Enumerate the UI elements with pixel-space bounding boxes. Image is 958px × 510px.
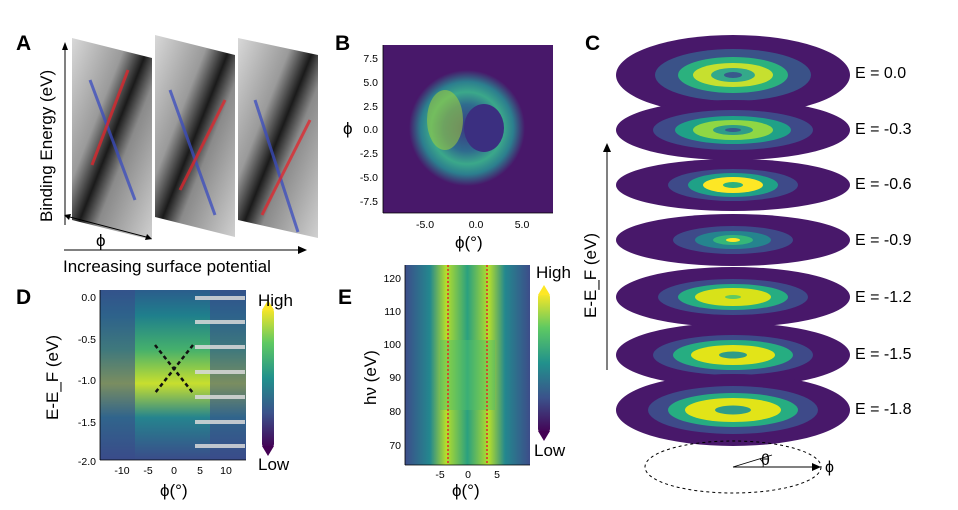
panel-b-x-ticks: -5.0 0.0 5.0 bbox=[416, 219, 529, 231]
svg-text:-0.5: -0.5 bbox=[78, 334, 96, 346]
disk-e-1.5 bbox=[616, 323, 850, 387]
arrow-right-icon bbox=[812, 463, 821, 471]
panel-label-b: B bbox=[335, 32, 350, 55]
panel-c-disks bbox=[616, 35, 850, 446]
svg-text:0: 0 bbox=[171, 465, 177, 477]
theta-label: θ bbox=[761, 452, 770, 469]
panel-d-colorbar bbox=[262, 308, 274, 448]
panel-label-c: C bbox=[585, 32, 600, 55]
panel-b-y-ticks: 7.5 5.0 2.5 0.0 -2.5 -5.0 -7.5 bbox=[360, 53, 378, 208]
panel-d-bars bbox=[195, 296, 245, 448]
svg-text:2.5: 2.5 bbox=[363, 101, 378, 113]
phi-bracket bbox=[65, 215, 151, 239]
energy-label: E = -0.6 bbox=[855, 176, 912, 193]
panel-c-y-label: E-E_F (eV) bbox=[581, 233, 600, 318]
energy-label: E = -0.9 bbox=[855, 232, 912, 249]
panel-e-colorbar bbox=[538, 293, 550, 433]
energy-label: E = -1.5 bbox=[855, 346, 912, 363]
panel-e-cbar-high: High bbox=[536, 263, 571, 282]
svg-text:-2.0: -2.0 bbox=[78, 456, 96, 468]
arrow-head-icon bbox=[62, 42, 68, 50]
svg-text:80: 80 bbox=[389, 406, 401, 418]
panel-a-y-label: Binding Energy (eV) bbox=[37, 70, 56, 222]
svg-text:-10: -10 bbox=[114, 465, 129, 477]
svg-text:5.0: 5.0 bbox=[363, 77, 378, 89]
panel-d-x-label: ϕ(°) bbox=[160, 481, 188, 500]
disk-e-0.3 bbox=[616, 100, 850, 160]
panel-d-cbar-low: Low bbox=[258, 455, 290, 474]
svg-text:90: 90 bbox=[389, 372, 401, 384]
svg-text:0.0: 0.0 bbox=[469, 219, 484, 231]
energy-label: E = -1.8 bbox=[855, 401, 912, 418]
panel-a-phi-label: ϕ bbox=[96, 231, 106, 250]
svg-text:110: 110 bbox=[384, 306, 401, 318]
disk-e-0 bbox=[616, 35, 850, 115]
disk-e-1.8 bbox=[616, 374, 850, 446]
panel-label-d: D bbox=[16, 286, 31, 309]
energy-label: E = -1.2 bbox=[855, 289, 912, 306]
arrow-right-icon bbox=[298, 246, 307, 254]
panel-b-y-label: ϕ bbox=[343, 119, 353, 138]
svg-text:-5: -5 bbox=[143, 465, 152, 477]
panel-a-arrow-label: Increasing surface potential bbox=[63, 257, 271, 276]
svg-text:-5.0: -5.0 bbox=[416, 219, 434, 231]
panel-d-y-ticks: 0.0 -0.5 -1.0 -1.5 -2.0 bbox=[78, 292, 96, 468]
energy-label: E = -0.3 bbox=[855, 121, 912, 138]
svg-text:-2.5: -2.5 bbox=[360, 148, 378, 160]
panel-b-x-label: ϕ(°) bbox=[455, 233, 483, 252]
panel-c-energy-labels: E = 0.0 E = -0.3 E = -0.6 E = -0.9 E = -… bbox=[855, 65, 912, 418]
svg-text:0.0: 0.0 bbox=[363, 124, 378, 136]
svg-text:10: 10 bbox=[220, 465, 232, 477]
svg-text:-5: -5 bbox=[435, 469, 444, 481]
panel-label-a: A bbox=[16, 32, 31, 55]
panel-e-x-label: ϕ(°) bbox=[452, 481, 480, 500]
disk-e-1.2 bbox=[616, 267, 850, 327]
panel-e-x-ticks: -5 0 5 bbox=[435, 469, 500, 481]
svg-text:-5.0: -5.0 bbox=[360, 172, 378, 184]
svg-text:5: 5 bbox=[494, 469, 500, 481]
panel-a-slice-3 bbox=[238, 38, 318, 238]
svg-text:70: 70 bbox=[389, 440, 401, 452]
disk-e-0.9 bbox=[616, 214, 850, 266]
svg-text:7.5: 7.5 bbox=[363, 53, 378, 65]
panel-d-x-ticks: -10 -5 0 5 10 bbox=[114, 465, 232, 477]
panel-a-slice-1 bbox=[72, 38, 152, 240]
svg-text:120: 120 bbox=[383, 273, 401, 285]
svg-text:100: 100 bbox=[383, 339, 401, 351]
panel-e-map bbox=[405, 265, 530, 465]
panel-label-e: E bbox=[338, 286, 352, 309]
panel-e-y-label: hν (eV) bbox=[361, 350, 380, 405]
svg-text:5: 5 bbox=[197, 465, 203, 477]
panel-d-y-label: E-E_F (eV) bbox=[43, 335, 62, 420]
svg-text:-1.0: -1.0 bbox=[78, 375, 96, 387]
svg-text:0: 0 bbox=[465, 469, 471, 481]
panel-d-cbar-high: High bbox=[258, 291, 293, 310]
panel-e-y-ticks: 120 110 100 90 80 70 bbox=[383, 273, 401, 452]
panel-a-slice-2 bbox=[155, 35, 235, 237]
phi-axis-label: ϕ bbox=[825, 459, 834, 476]
disk-e-0.6 bbox=[616, 159, 850, 211]
svg-text:5.0: 5.0 bbox=[515, 219, 530, 231]
panel-e-cbar-low: Low bbox=[534, 441, 566, 460]
svg-text:0.0: 0.0 bbox=[81, 292, 96, 304]
energy-label: E = 0.0 bbox=[855, 65, 906, 82]
svg-text:-7.5: -7.5 bbox=[360, 196, 378, 208]
svg-text:-1.5: -1.5 bbox=[78, 417, 96, 429]
